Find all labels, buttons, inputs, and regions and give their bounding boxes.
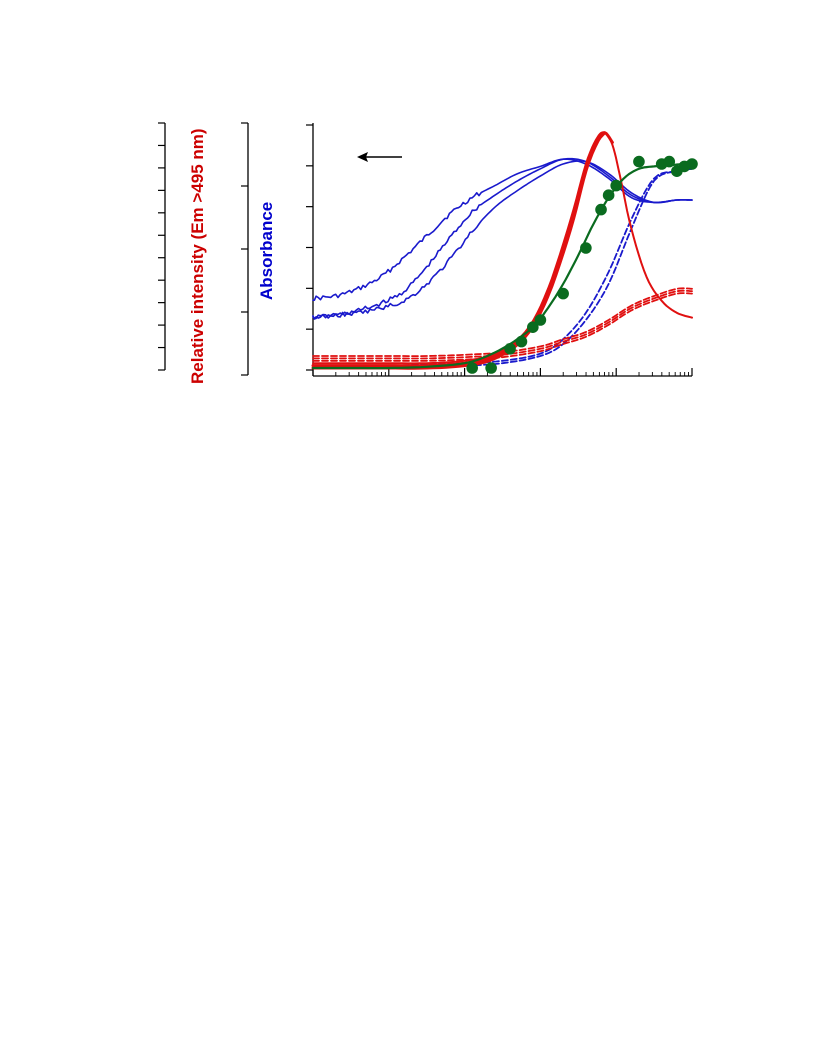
blue-solid-series-line: [312, 160, 693, 320]
blue-dashed-series-line: [312, 167, 693, 367]
data-point-marker: [595, 203, 607, 216]
data-point-marker: [663, 155, 676, 168]
data-point-marker: [534, 314, 547, 326]
red-dashed-series-line: [312, 292, 693, 362]
blue-solid-series-line: [312, 157, 693, 320]
red-dashed-series-line: [312, 287, 693, 357]
red-solid-series-line: [312, 131, 693, 365]
data-point-marker: [557, 287, 569, 300]
marker-layer: [466, 155, 698, 374]
arrow-head: [357, 152, 368, 162]
blue-solid-series-line: [312, 158, 693, 301]
red-solid-series-line: [311, 131, 614, 368]
data-point-marker: [580, 242, 592, 254]
data-point-marker: [686, 158, 698, 170]
relative-intensity-axis-title: Relative intensity (Em >495 nm): [188, 128, 207, 384]
data-point-marker: [633, 155, 645, 168]
green-solid-series-line: [311, 162, 694, 370]
absorbance-axis-title: Absorbance: [257, 202, 276, 300]
data-point-marker: [527, 321, 539, 334]
data-point-marker: [466, 362, 478, 374]
red-dashed-series-line: [312, 289, 693, 360]
axes-layer: [158, 122, 693, 377]
data-point-marker: [602, 189, 615, 201]
series-layer: [311, 131, 694, 370]
data-point-marker: [515, 335, 528, 348]
data-point-marker: [610, 179, 622, 192]
data-point-marker: [504, 343, 516, 355]
data-point-marker: [485, 362, 497, 374]
